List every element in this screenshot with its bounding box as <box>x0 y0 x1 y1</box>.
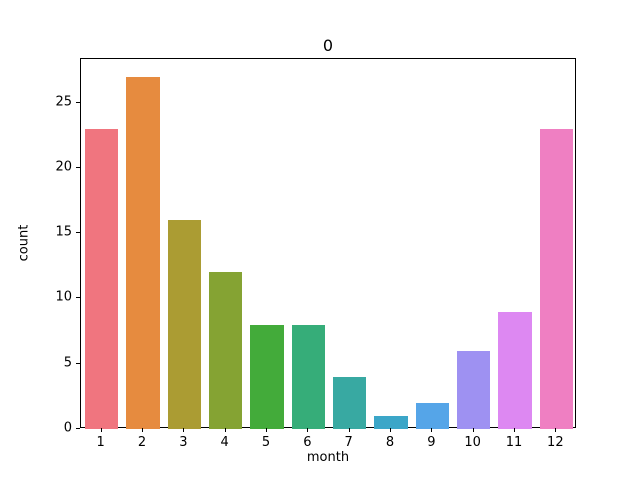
x-tick-mark <box>307 428 309 432</box>
x-tick-mark <box>514 428 515 432</box>
y-tick-label: 25 <box>55 94 72 110</box>
x-tick-label: 8 <box>385 435 395 450</box>
x-tick-mark <box>266 428 267 432</box>
bar <box>539 128 573 429</box>
plot-area <box>80 58 576 429</box>
y-tick-mark <box>76 101 80 103</box>
bar <box>457 350 491 429</box>
bar <box>333 376 367 429</box>
y-tick-mark <box>76 166 80 168</box>
x-tick-mark <box>142 428 143 432</box>
y-tick-mark <box>76 362 80 364</box>
y-axis-label: count <box>16 224 32 262</box>
x-tick-label: 1 <box>96 435 105 450</box>
x-tick-label: 3 <box>179 435 188 450</box>
y-tick-label: 0 <box>63 420 72 436</box>
x-tick-mark <box>390 428 391 432</box>
bar <box>498 311 532 429</box>
bar <box>291 324 325 429</box>
x-tick-label: 9 <box>427 435 436 450</box>
y-tick-label: 10 <box>55 289 72 305</box>
x-tick-label: 7 <box>344 435 353 450</box>
bar <box>415 402 449 429</box>
x-tick-label: 12 <box>547 435 564 450</box>
bar <box>167 220 201 429</box>
x-tick-label: 4 <box>220 435 229 450</box>
x-tick-label: 6 <box>303 435 312 450</box>
x-tick-mark <box>555 428 557 432</box>
x-tick-mark <box>100 428 102 432</box>
y-tick-label: 20 <box>55 159 72 175</box>
y-tick-label: 15 <box>55 224 72 240</box>
bar <box>250 324 284 429</box>
y-tick-mark <box>76 232 80 234</box>
x-tick-mark <box>183 428 185 432</box>
x-axis-label: month <box>306 450 350 465</box>
x-tick-mark <box>348 428 350 432</box>
bar <box>209 272 243 429</box>
y-tick-mark <box>76 428 80 429</box>
bar <box>85 128 119 429</box>
x-tick-label: 5 <box>261 435 271 450</box>
y-tick-mark <box>76 297 80 299</box>
x-tick-mark <box>472 428 474 432</box>
chart-title: 0 <box>322 36 334 55</box>
bar <box>374 415 408 429</box>
x-tick-mark <box>431 428 433 432</box>
bar <box>126 76 160 429</box>
y-tick-label: 5 <box>63 355 72 371</box>
x-tick-label: 10 <box>464 435 481 450</box>
x-tick-label: 11 <box>505 435 523 450</box>
x-tick-label: 2 <box>137 435 147 450</box>
x-tick-mark <box>224 428 226 432</box>
